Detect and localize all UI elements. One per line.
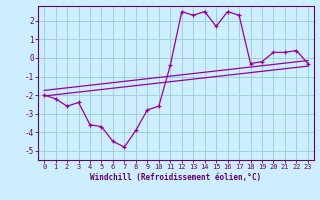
X-axis label: Windchill (Refroidissement éolien,°C): Windchill (Refroidissement éolien,°C) (91, 173, 261, 182)
